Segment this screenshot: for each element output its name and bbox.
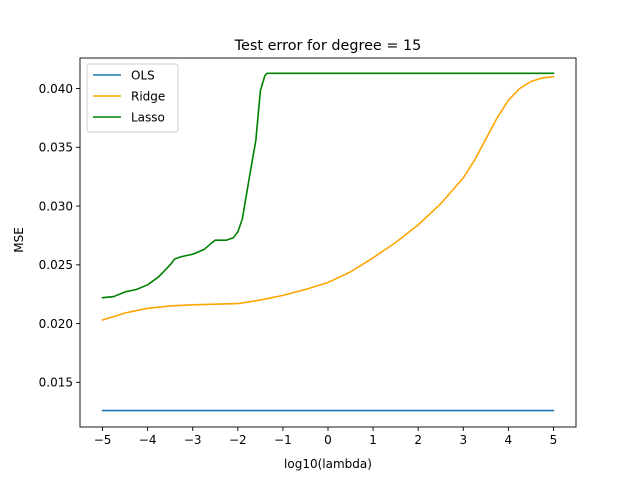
y-tick-label: 0.020 [39, 317, 73, 331]
axes-ticks: −5 −4 −3 −2 −1 0 1 2 3 4 5 0.015 0.020 0.025 0.030 0.03… [39, 82, 558, 447]
legend: OLS Ridge Lasso [86, 63, 179, 133]
y-tick-label: 0.015 [39, 376, 73, 390]
legend-label-ridge: Ridge [131, 89, 165, 103]
y-axis-label: MSE [12, 227, 26, 253]
x-tick-label: 2 [414, 433, 422, 447]
plot-area [79, 57, 577, 428]
y-tick-label: 0.040 [39, 82, 73, 96]
legend-label-lasso: Lasso [131, 110, 165, 124]
x-tick-label: 5 [550, 433, 558, 447]
x-tick-label: −1 [274, 433, 292, 447]
series-line-lasso [101, 72, 555, 299]
y-tick-label: 0.030 [39, 199, 73, 213]
legend-box [86, 63, 179, 133]
x-tick-label: 0 [324, 433, 332, 447]
x-tick-label: −5 [94, 433, 112, 447]
y-tick-label: 0.025 [39, 258, 73, 272]
x-tick-label: 4 [505, 433, 513, 447]
series-line-ridge [101, 75, 555, 322]
chart-title: Test error for degree = 15 [234, 38, 422, 54]
x-tick-label: −2 [229, 433, 247, 447]
x-tick-label: −4 [139, 433, 157, 447]
x-axis-label: log10(lambda) [284, 457, 372, 471]
y-tick-label: 0.035 [39, 141, 73, 155]
x-tick-label: 1 [369, 433, 377, 447]
legend-label-ols: OLS [131, 68, 155, 82]
x-tick-label: −3 [184, 433, 202, 447]
x-tick-label: 3 [459, 433, 467, 447]
